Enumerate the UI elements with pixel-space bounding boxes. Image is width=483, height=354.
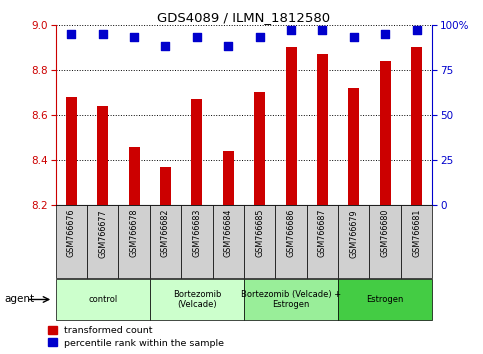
Bar <box>338 205 369 278</box>
Point <box>224 44 232 49</box>
Bar <box>244 279 338 320</box>
Text: Bortezomib (Velcade) +
Estrogen: Bortezomib (Velcade) + Estrogen <box>241 290 341 309</box>
Text: GSM766686: GSM766686 <box>286 209 296 257</box>
Bar <box>369 205 401 278</box>
Text: GSM766677: GSM766677 <box>98 209 107 258</box>
Bar <box>411 47 422 205</box>
Bar <box>56 205 87 278</box>
Point <box>412 27 420 33</box>
Bar <box>191 99 202 205</box>
Point <box>350 35 357 40</box>
Bar <box>275 205 307 278</box>
Bar <box>380 61 391 205</box>
Point <box>319 27 327 33</box>
Bar <box>244 205 275 278</box>
Text: GSM766680: GSM766680 <box>381 209 390 257</box>
Point <box>382 31 389 37</box>
Text: GSM766682: GSM766682 <box>161 209 170 257</box>
Bar <box>150 205 181 278</box>
Bar <box>160 167 171 205</box>
Bar <box>56 279 150 320</box>
Text: GSM766679: GSM766679 <box>349 209 358 258</box>
Bar <box>66 97 77 205</box>
Bar <box>254 92 265 205</box>
Point <box>287 27 295 33</box>
Point <box>193 35 201 40</box>
Text: GSM766676: GSM766676 <box>67 209 76 257</box>
Bar <box>223 151 234 205</box>
Text: GSM766681: GSM766681 <box>412 209 421 257</box>
Text: GSM766687: GSM766687 <box>318 209 327 257</box>
Bar <box>150 279 244 320</box>
Bar <box>181 205 213 278</box>
Text: GSM766683: GSM766683 <box>192 209 201 257</box>
Point <box>68 31 75 37</box>
Text: GSM766678: GSM766678 <box>129 209 139 257</box>
Bar <box>348 88 359 205</box>
Bar <box>128 147 140 205</box>
Text: Bortezomib
(Velcade): Bortezomib (Velcade) <box>172 290 221 309</box>
Bar <box>401 205 432 278</box>
Text: control: control <box>88 295 117 304</box>
Text: GSM766685: GSM766685 <box>255 209 264 257</box>
Bar <box>118 205 150 278</box>
Text: agent: agent <box>5 295 35 304</box>
Legend: transformed count, percentile rank within the sample: transformed count, percentile rank withi… <box>48 326 224 348</box>
Text: GSM766684: GSM766684 <box>224 209 233 257</box>
Point <box>161 44 170 49</box>
Bar <box>87 205 118 278</box>
Bar <box>307 205 338 278</box>
Point <box>99 31 107 37</box>
Text: Estrogen: Estrogen <box>367 295 404 304</box>
Bar <box>285 47 297 205</box>
Bar <box>97 106 108 205</box>
Bar <box>317 54 328 205</box>
Bar <box>213 205 244 278</box>
Title: GDS4089 / ILMN_1812580: GDS4089 / ILMN_1812580 <box>157 11 330 24</box>
Bar <box>338 279 432 320</box>
Point <box>256 35 264 40</box>
Point <box>130 35 138 40</box>
